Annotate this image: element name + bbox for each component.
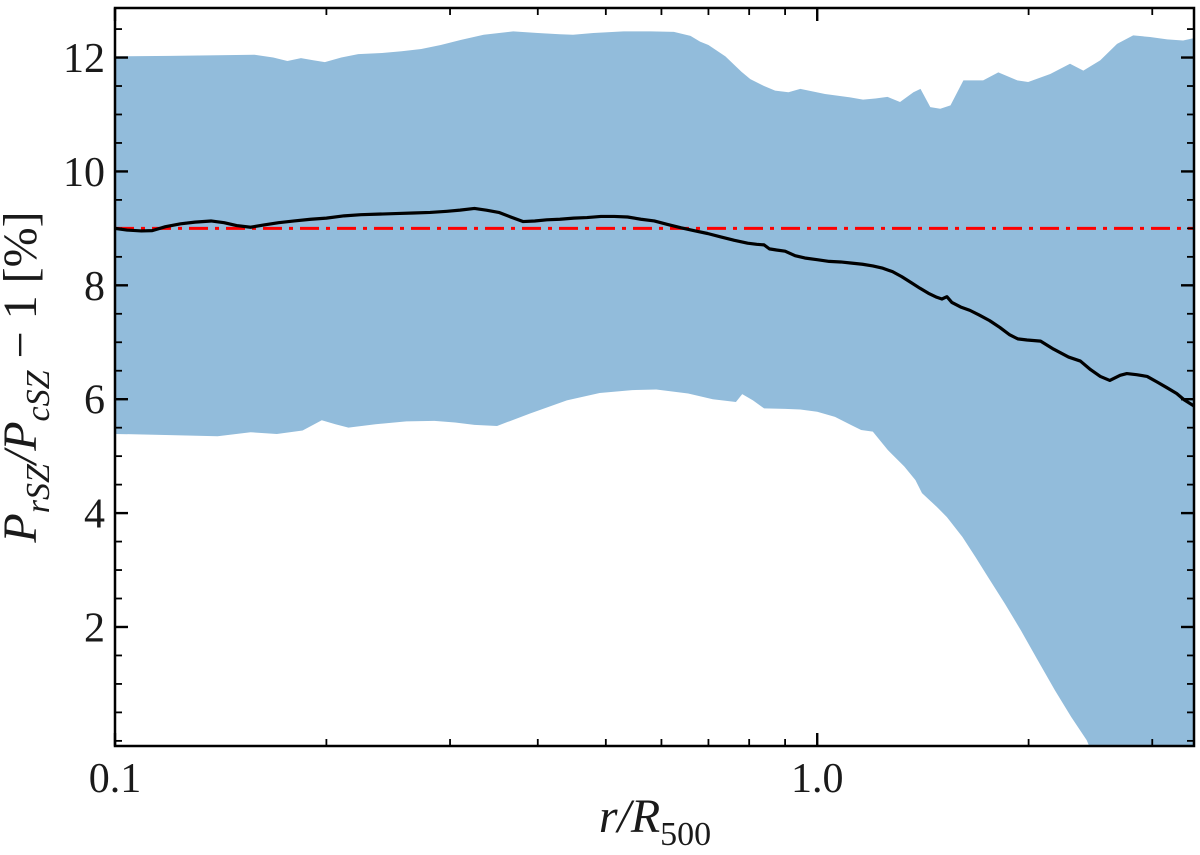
svg-text:8: 8 xyxy=(84,264,105,310)
svg-text:6: 6 xyxy=(84,378,105,424)
median-line xyxy=(115,206,1194,408)
plot-area xyxy=(115,31,1194,746)
plot-frame xyxy=(113,6,1196,748)
y-axis-label: PrSZ/PcSZ − 1 [%] xyxy=(0,211,57,543)
svg-text:2: 2 xyxy=(84,606,105,652)
uncertainty-band xyxy=(115,31,1194,746)
svg-text:1.0: 1.0 xyxy=(791,756,844,802)
x-tick-labels: 0.1 1.0 xyxy=(89,756,844,802)
svg-text:0.1: 0.1 xyxy=(89,756,142,802)
svg-text:12: 12 xyxy=(63,36,105,82)
svg-text:4: 4 xyxy=(84,492,105,538)
x-axis-label: r/R500 xyxy=(599,790,711,853)
svg-text:10: 10 xyxy=(63,150,105,196)
y-tick-labels: 2 4 6 8 10 12 xyxy=(63,36,105,652)
